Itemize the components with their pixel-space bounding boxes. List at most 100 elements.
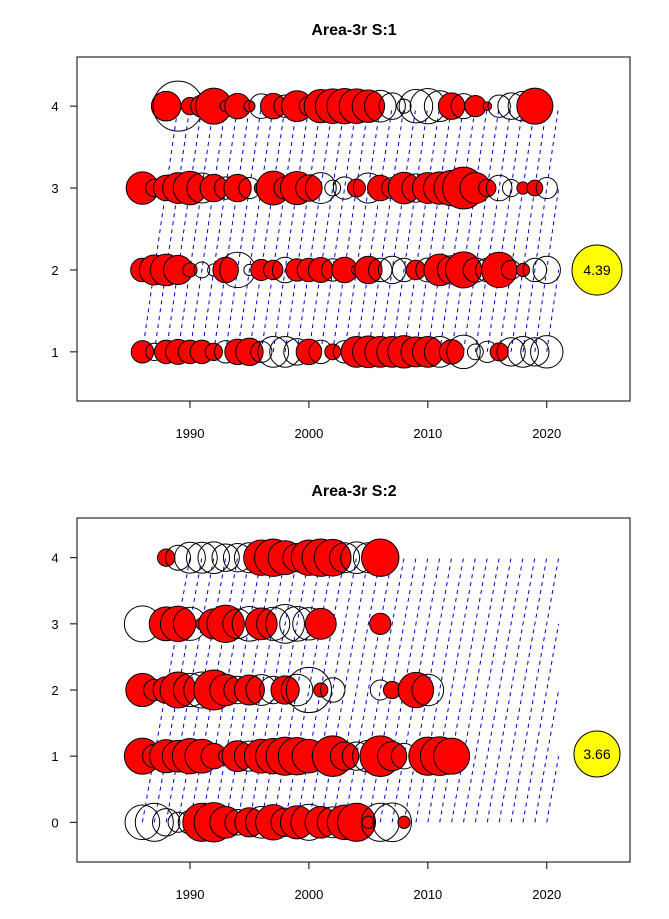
y-tick-label: 2: [51, 683, 58, 698]
cohort-line: [451, 106, 488, 352]
residual-bubble: [307, 256, 334, 283]
residual-bubble: [361, 815, 375, 829]
cohort-line: [237, 106, 274, 352]
residual-bubble: [157, 548, 176, 567]
residual-bubble: [378, 92, 406, 120]
residual-bubble: [304, 607, 337, 640]
x-tick-label: 1990: [176, 426, 205, 441]
cohort-line: [486, 106, 524, 352]
residual-bubble: [487, 94, 511, 118]
residual-bubble: [285, 666, 333, 714]
cohort-line: [344, 106, 381, 352]
cohort-line: [522, 106, 560, 352]
residual-bubble: [324, 343, 342, 361]
cohort-line: [391, 106, 429, 352]
residual-bubble: [489, 342, 509, 362]
residual-bubble: [520, 337, 550, 367]
residual-bubble: [124, 804, 161, 841]
chart-title: Area-3r S:2: [311, 483, 396, 500]
residual-bubble: [530, 335, 564, 369]
cohort-line: [546, 269, 560, 352]
residual-bubble: [304, 172, 337, 204]
cohort-line: [320, 557, 369, 823]
cohort-line: [439, 557, 488, 823]
residual-bubble: [257, 335, 290, 368]
residual-bubble: [437, 92, 466, 120]
residual-bubble: [478, 178, 497, 198]
cohort-line: [177, 106, 215, 352]
x-tick-label: 1990: [176, 887, 205, 902]
cohort-line: [165, 106, 203, 352]
residual-bubble: [197, 541, 231, 575]
residual-bubble: [336, 802, 377, 842]
residual-bubble: [152, 808, 181, 837]
cohort-line: [225, 557, 274, 823]
residual-bubble: [212, 256, 239, 284]
cohort-line: [391, 557, 441, 823]
x-tick-label: 2010: [413, 887, 442, 902]
residual-bubble: [496, 337, 526, 367]
cohort-line: [463, 557, 512, 823]
cohort-line: [248, 557, 298, 823]
cohort-line: [248, 106, 286, 352]
residual-bubble: [280, 673, 314, 707]
residual-bubble: [396, 98, 412, 114]
chart-area-3r-s1: Area-3r S:1 4.39 1990 2000 2010 2020 1 2 3 4: [51, 22, 631, 441]
y-tick-label: 4: [51, 551, 58, 566]
residual-bubble: [211, 543, 240, 572]
residual-bubble: [174, 541, 206, 574]
cohort-line: [141, 106, 179, 352]
plot-frame: [76, 56, 631, 402]
cohort-line: [260, 557, 310, 823]
residual-bubble: [319, 677, 346, 703]
cohort-line: [296, 557, 346, 823]
cohort-line: [403, 557, 453, 823]
y-tick-label: 0: [51, 815, 58, 830]
residual-bubble: [324, 179, 342, 197]
x-tick-label: 2020: [532, 887, 561, 902]
residual-bubble: [346, 178, 366, 198]
cohort-line: [237, 557, 286, 823]
residual-bubble: [295, 174, 323, 202]
cohort-line: [189, 557, 239, 823]
cohort-line: [367, 106, 405, 352]
cohort-line: [522, 623, 560, 823]
cohort-line: [332, 106, 369, 352]
residual-bubble: [351, 89, 386, 123]
residual-bubble: [256, 606, 291, 641]
x-tick-label: 2020: [532, 426, 561, 441]
cohort-line: [213, 557, 262, 823]
cohort-line: [510, 106, 548, 352]
cohort-line: [308, 106, 346, 352]
cohort-line: [284, 106, 322, 352]
cohort-line: [463, 106, 500, 352]
y-tick-label: 1: [51, 749, 58, 764]
max-bubble: [571, 244, 623, 296]
cohort-line: [534, 689, 560, 823]
residual-bubble: [377, 741, 408, 772]
x-tick-label: 2010: [413, 426, 442, 441]
cohort-line: [474, 106, 512, 352]
y-tick-label: 4: [51, 99, 58, 114]
residual-bubble: [233, 674, 265, 706]
cohort-line: [272, 106, 310, 352]
cohort-line: [272, 557, 322, 823]
residual-bubble: [482, 101, 493, 111]
cohort-line: [141, 557, 191, 823]
cohort-line: [284, 557, 334, 823]
residual-bubble: [223, 173, 252, 203]
residual-bubble: [369, 612, 392, 635]
residual-bubble: [245, 607, 278, 641]
cohort-line: [332, 557, 381, 823]
chart-title: Area-3r S:1: [311, 22, 396, 39]
residual-bubble: [329, 542, 361, 574]
cohort-line: [379, 106, 417, 352]
x-tick-label: 2000: [294, 887, 323, 902]
cohort-line: [355, 106, 393, 352]
y-tick-label: 3: [51, 181, 58, 196]
cohort-line: [177, 557, 227, 823]
max-bubble: [573, 730, 621, 778]
residual-bubble: [185, 541, 218, 574]
residual-bubble: [159, 605, 197, 643]
